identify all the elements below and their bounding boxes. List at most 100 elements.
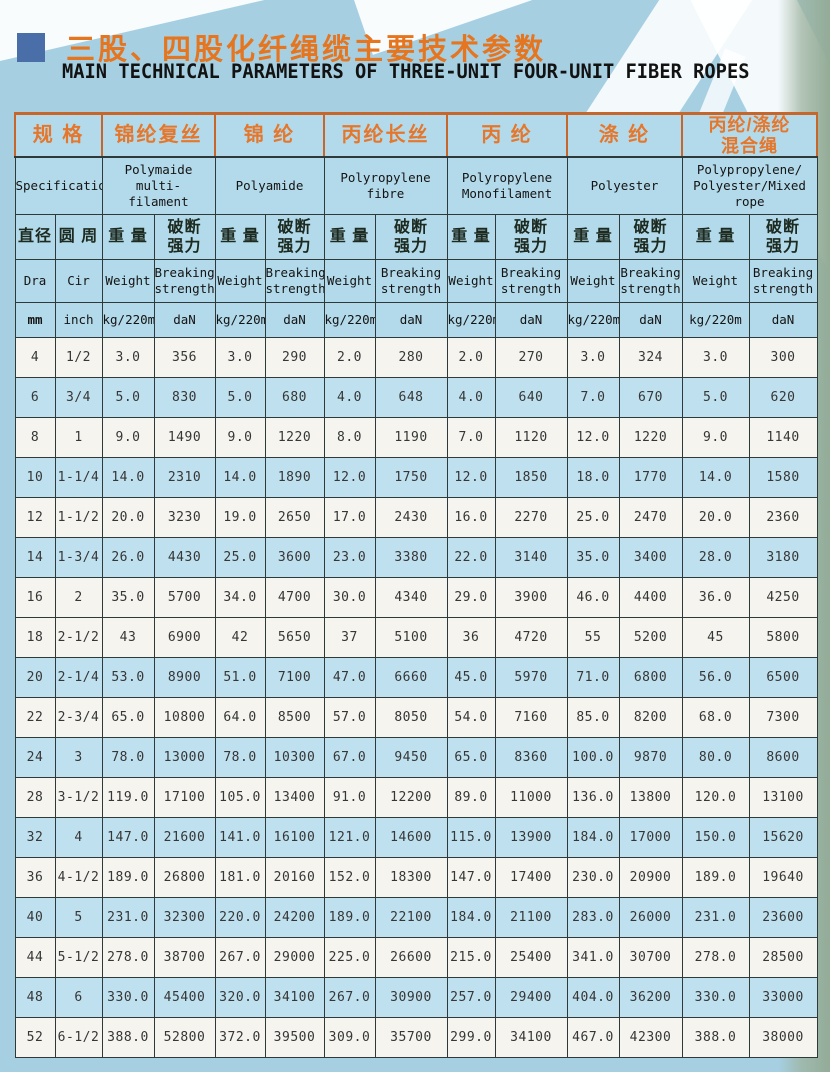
- weight-value-cell: 5.0: [214, 376, 266, 418]
- circumference-cell: 1: [54, 416, 103, 458]
- weight-value-cell: 71.0: [566, 656, 620, 698]
- title-bullet-square: [17, 33, 45, 62]
- strength-value-cell: 19640: [748, 856, 818, 898]
- weight-value-cell: 267.0: [214, 936, 266, 978]
- weight-value-cell: 25.0: [566, 496, 620, 538]
- weight-value-cell: 54.0: [446, 696, 496, 738]
- weight-value-cell: 225.0: [323, 936, 376, 978]
- strength-value-cell: 3180: [748, 536, 818, 578]
- weight-value-cell: 230.0: [566, 856, 620, 898]
- strength-unit: daN: [153, 301, 216, 338]
- material-header-en: Polyropylene fibre: [323, 156, 448, 215]
- weight-header-cn: 重 量: [681, 213, 750, 260]
- strength-value-cell: 680: [264, 376, 325, 418]
- weight-value-cell: 388.0: [101, 1016, 155, 1059]
- weight-value-cell: 9.0: [681, 416, 750, 458]
- strength-value-cell: 24200: [264, 896, 325, 938]
- weight-value-cell: 152.0: [323, 856, 376, 898]
- strength-value-cell: 17100: [153, 776, 216, 818]
- weight-value-cell: 29.0: [446, 576, 496, 618]
- weight-header-en: Weight: [681, 258, 750, 303]
- circumference-cell: 5: [54, 896, 103, 938]
- strength-value-cell: 1580: [748, 456, 818, 498]
- strength-value-cell: 20900: [618, 856, 683, 898]
- strength-value-cell: 16100: [264, 816, 325, 858]
- strength-header-cn: 破断 强力: [618, 213, 683, 260]
- diameter-cell: 8: [14, 416, 56, 458]
- circumference-cell: 3/4: [54, 376, 103, 418]
- spec-header-en: Specification: [14, 156, 103, 215]
- diameter-cell: 16: [14, 576, 56, 618]
- circumference-header-cn: 圆 周: [54, 213, 103, 260]
- weight-value-cell: 120.0: [681, 776, 750, 818]
- weight-unit: kg/220m: [681, 301, 750, 338]
- strength-value-cell: 4400: [618, 576, 683, 618]
- strength-value-cell: 1120: [494, 416, 568, 458]
- weight-value-cell: 100.0: [566, 736, 620, 778]
- weight-value-cell: 78.0: [214, 736, 266, 778]
- weight-value-cell: 372.0: [214, 1016, 266, 1059]
- header-row-material-cn: 规 格锦纶复丝锦 纶丙纶长丝丙 纶涤 纶丙纶/涤纶 混合绳: [14, 112, 819, 159]
- diameter-unit: mm: [14, 301, 56, 338]
- strength-value-cell: 17400: [494, 856, 568, 898]
- weight-value-cell: 141.0: [214, 816, 266, 858]
- weight-value-cell: 215.0: [446, 936, 496, 978]
- diameter-cell: 24: [14, 736, 56, 778]
- material-header-cn: 涤 纶: [566, 112, 683, 159]
- diameter-cell: 12: [14, 496, 56, 538]
- strength-value-cell: 23600: [748, 896, 818, 938]
- weight-header-en: Weight: [323, 258, 376, 303]
- strength-value-cell: 30700: [618, 936, 683, 978]
- strength-value-cell: 640: [494, 376, 568, 418]
- weight-value-cell: 46.0: [566, 576, 620, 618]
- header-row-sub-en: Dra Cir Weight Breaking strength Weight Break…: [14, 258, 818, 303]
- table-row: 10 1-1/4 14.0 2310 14.0 1890 12.0 1750 12.0 1850 1…: [14, 456, 818, 498]
- strength-header-en: Breaking strength: [374, 258, 448, 303]
- strength-header-en: Breaking strength: [153, 258, 216, 303]
- weight-value-cell: 2.0: [446, 336, 496, 378]
- strength-value-cell: 39500: [264, 1016, 325, 1059]
- strength-value-cell: 9870: [618, 736, 683, 778]
- weight-value-cell: 67.0: [323, 736, 376, 778]
- circumference-unit: inch: [54, 301, 103, 338]
- weight-value-cell: 231.0: [681, 896, 750, 938]
- strength-unit: daN: [748, 301, 818, 338]
- strength-value-cell: 280: [374, 336, 448, 378]
- weight-value-cell: 9.0: [101, 416, 155, 458]
- table-row: 36 4-1/2 189.0 26800 181.0 20160 152.0 18300 147…: [14, 856, 818, 898]
- diameter-cell: 36: [14, 856, 56, 898]
- strength-value-cell: 4340: [374, 576, 448, 618]
- weight-value-cell: 22.0: [446, 536, 496, 578]
- weight-header-cn: 重 量: [446, 213, 496, 260]
- diameter-cell: 44: [14, 936, 56, 978]
- strength-value-cell: 15620: [748, 816, 818, 858]
- strength-value-cell: 22100: [374, 896, 448, 938]
- strength-value-cell: 6660: [374, 656, 448, 698]
- weight-value-cell: 12.0: [566, 416, 620, 458]
- weight-value-cell: 341.0: [566, 936, 620, 978]
- weight-value-cell: 147.0: [446, 856, 496, 898]
- strength-value-cell: 33000: [748, 976, 818, 1018]
- circumference-cell: 6: [54, 976, 103, 1018]
- weight-value-cell: 68.0: [681, 696, 750, 738]
- weight-value-cell: 467.0: [566, 1016, 620, 1059]
- strength-value-cell: 8900: [153, 656, 216, 698]
- strength-value-cell: 3140: [494, 536, 568, 578]
- weight-value-cell: 189.0: [101, 856, 155, 898]
- strength-value-cell: 9450: [374, 736, 448, 778]
- strength-value-cell: 5970: [494, 656, 568, 698]
- diameter-cell: 18: [14, 616, 56, 658]
- weight-value-cell: 19.0: [214, 496, 266, 538]
- strength-value-cell: 28500: [748, 936, 818, 978]
- strength-value-cell: 13900: [494, 816, 568, 858]
- spec-table-wrap: 规 格锦纶复丝锦 纶丙纶长丝丙 纶涤 纶丙纶/涤纶 混合绳 Specificati…: [14, 112, 819, 1059]
- strength-value-cell: 5700: [153, 576, 216, 618]
- strength-header-cn: 破断 强力: [374, 213, 448, 260]
- strength-value-cell: 670: [618, 376, 683, 418]
- weight-value-cell: 8.0: [323, 416, 376, 458]
- weight-value-cell: 278.0: [101, 936, 155, 978]
- weight-value-cell: 220.0: [214, 896, 266, 938]
- diameter-cell: 4: [14, 336, 56, 378]
- strength-value-cell: 21100: [494, 896, 568, 938]
- strength-value-cell: 38000: [748, 1016, 818, 1059]
